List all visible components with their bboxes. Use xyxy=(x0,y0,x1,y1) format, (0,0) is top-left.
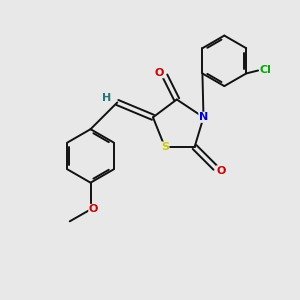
Text: O: O xyxy=(89,204,98,214)
Text: O: O xyxy=(154,68,164,78)
Text: O: O xyxy=(217,166,226,176)
Text: Cl: Cl xyxy=(260,65,272,76)
Text: N: N xyxy=(199,112,208,122)
Text: S: S xyxy=(161,142,169,152)
Text: H: H xyxy=(102,93,112,103)
